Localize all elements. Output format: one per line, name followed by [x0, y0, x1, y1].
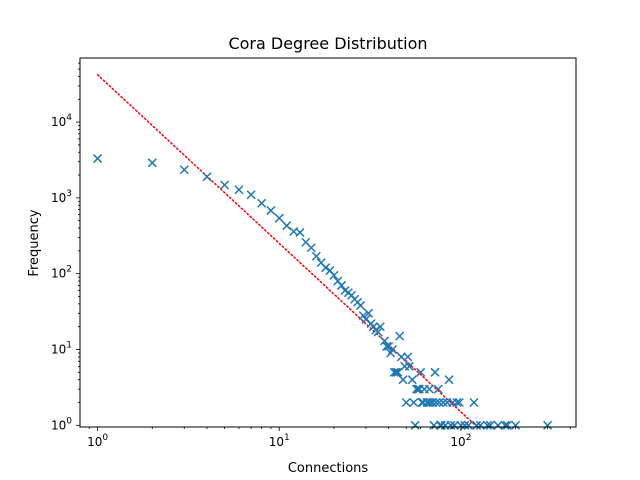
data-point-marker	[444, 375, 454, 385]
data-point-marker	[246, 190, 256, 200]
data-point-marker	[511, 420, 521, 430]
data-point-marker	[463, 420, 473, 430]
data-point-marker	[147, 158, 157, 168]
data-point-marker	[404, 361, 414, 371]
data-point-marker	[485, 420, 495, 430]
plot-area	[79, 57, 577, 430]
data-point-marker	[454, 397, 464, 408]
data-point-marker	[274, 213, 284, 223]
data-point-marker	[407, 375, 417, 385]
data-point-marker	[93, 154, 103, 164]
data-point-marker	[375, 322, 385, 332]
data-point-marker	[401, 397, 411, 408]
data-point-marker	[373, 327, 383, 337]
data-point-marker	[398, 375, 408, 385]
data-point-marker	[430, 367, 440, 377]
data-point-marker	[355, 301, 366, 311]
data-point-marker	[472, 420, 482, 430]
data-point-marker	[321, 263, 331, 273]
data-point-marker	[220, 180, 230, 190]
data-point-marker	[428, 397, 438, 408]
data-point-marker	[382, 341, 392, 351]
data-point-marker	[266, 206, 276, 216]
plot-frame	[79, 57, 577, 428]
data-point-marker	[502, 420, 512, 430]
data-point-marker	[416, 367, 426, 377]
data-point-marker	[436, 420, 446, 430]
data-point-marker	[412, 384, 422, 394]
data-point-marker	[295, 227, 305, 237]
data-point-marker	[380, 336, 390, 346]
data-point-marker	[431, 397, 441, 408]
data-point-marker	[409, 397, 419, 408]
data-point-marker	[387, 344, 398, 355]
data-point-marker	[469, 397, 479, 408]
data-point-marker	[396, 352, 406, 362]
data-point-marker	[456, 420, 466, 430]
data-point-marker	[424, 384, 434, 394]
data-point-marker	[329, 270, 339, 280]
data-point-marker	[500, 420, 510, 430]
data-point-marker	[391, 367, 401, 377]
data-point-marker	[452, 397, 462, 408]
data-point-marker	[306, 243, 316, 253]
data-point-marker	[311, 251, 321, 261]
data-point-marker	[336, 280, 346, 290]
data-point-marker	[389, 367, 399, 377]
data-point-marker	[460, 420, 470, 430]
data-points-layer	[93, 154, 553, 430]
y-axis-label: Frequency	[27, 209, 42, 276]
data-point-marker	[234, 185, 244, 195]
data-point-marker	[429, 420, 439, 430]
data-point-marker	[395, 331, 405, 341]
chart-title: Cora Degree Distribution	[228, 34, 427, 53]
data-point-marker	[363, 308, 374, 318]
data-point-marker	[446, 420, 456, 430]
power-law-fit-layer	[96, 74, 477, 427]
data-point-marker	[482, 420, 493, 430]
data-point-marker	[434, 397, 444, 408]
data-point-marker	[449, 420, 459, 430]
power-law-fit-line	[96, 74, 477, 427]
data-point-marker	[410, 420, 420, 430]
data-point-marker	[433, 384, 443, 394]
x-axis-label: Connections	[288, 461, 369, 476]
data-point-marker	[543, 420, 553, 430]
data-point-marker	[475, 420, 485, 430]
data-point-marker	[438, 397, 448, 408]
data-point-marker	[257, 198, 267, 208]
data-point-marker	[413, 384, 423, 394]
data-point-marker	[493, 420, 503, 430]
data-point-marker	[448, 397, 458, 408]
data-point-marker	[179, 165, 189, 175]
data-point-marker	[202, 172, 212, 182]
data-point-marker	[403, 352, 413, 362]
